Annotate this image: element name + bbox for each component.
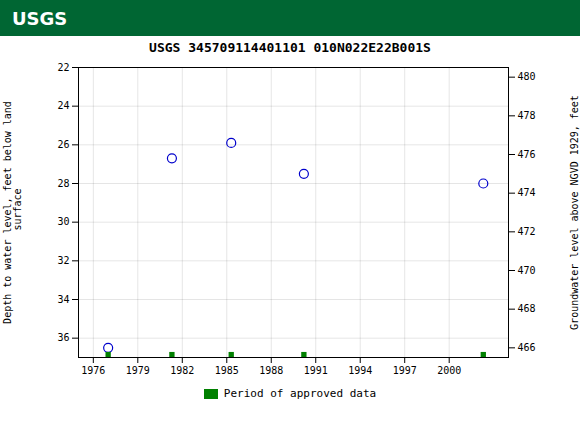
svg-text:1979: 1979 [126, 365, 150, 376]
svg-text:468: 468 [518, 303, 536, 314]
svg-text:36: 36 [57, 332, 69, 343]
svg-text:478: 478 [518, 110, 536, 121]
svg-text:22: 22 [57, 62, 69, 73]
svg-text:Groundwater level above NGVD 1: Groundwater level above NGVD 1929, feet [569, 95, 580, 330]
svg-text:1994: 1994 [348, 365, 372, 376]
svg-text:24: 24 [57, 100, 69, 111]
svg-text:Depth to water level, feet bel: Depth to water level, feet below land su… [2, 101, 23, 324]
svg-text:474: 474 [518, 187, 536, 198]
svg-text:28: 28 [57, 178, 69, 189]
svg-text:1991: 1991 [304, 365, 328, 376]
svg-text:480: 480 [518, 71, 536, 82]
html-text:USGS: USGS [12, 7, 68, 29]
html-text:USGS 345709114401101 010N022E2: USGS 345709114401101 010N022E22B001S [149, 40, 431, 55]
svg-text:466: 466 [518, 342, 536, 353]
svg-text:34: 34 [57, 294, 69, 305]
svg-text:30: 30 [57, 216, 69, 227]
svg-text:476: 476 [518, 149, 536, 160]
svg-text:1988: 1988 [259, 365, 283, 376]
svg-text:470: 470 [518, 265, 536, 276]
svg-text:1985: 1985 [215, 365, 239, 376]
svg-text:1976: 1976 [81, 365, 105, 376]
svg-text:26: 26 [57, 139, 69, 150]
svg-text:32: 32 [57, 255, 69, 266]
svg-text:1982: 1982 [170, 365, 194, 376]
svg-text:472: 472 [518, 226, 536, 237]
html-text:Period of approved data: Period of approved data [223, 387, 377, 400]
svg-text:2000: 2000 [437, 365, 461, 376]
svg-text:1997: 1997 [393, 365, 417, 376]
